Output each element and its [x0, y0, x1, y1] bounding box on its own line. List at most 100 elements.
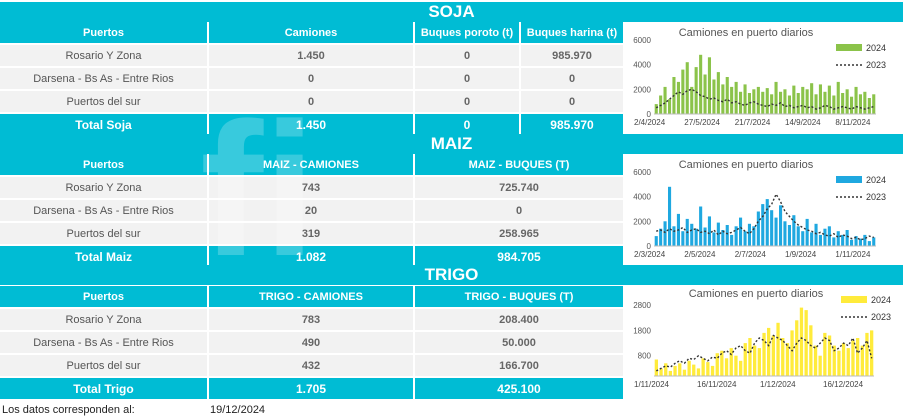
bar — [685, 62, 689, 114]
port-name: Darsena - Bs As - Entre Rios — [0, 331, 209, 355]
bar — [801, 86, 805, 114]
trigo-table: Puertos TRIGO - CAMIONES TRIGO - BUQUES … — [0, 286, 625, 401]
bar — [767, 327, 771, 376]
total-ships-bean: 0 — [414, 113, 521, 137]
bar — [845, 230, 849, 246]
bar — [654, 104, 658, 114]
bar — [872, 94, 876, 114]
bar — [865, 332, 869, 376]
bar — [747, 93, 751, 114]
trigo-header-puertos: Puertos — [0, 286, 209, 309]
footer-label: Los datos corresponden al: — [2, 404, 135, 416]
bar — [863, 91, 867, 114]
bar — [668, 370, 672, 376]
series-line-2023 — [655, 88, 874, 110]
soja-chart: Camiones en puerto diarios 0 2000 4000 6000 2… — [626, 22, 903, 134]
bar — [836, 81, 840, 114]
bar — [696, 368, 701, 376]
soja-header-row: Puertos Camiones Buques poroto (t) Buque… — [0, 22, 625, 45]
bar — [851, 340, 855, 376]
bar — [703, 227, 707, 246]
bar — [841, 234, 845, 246]
soja-total-row: Total Soja 1.450 0 985.970 — [0, 113, 625, 137]
trucks-value: 0 — [208, 67, 415, 91]
bar — [734, 355, 738, 376]
legend-label-2024: 2024 — [866, 43, 886, 53]
bar — [756, 86, 760, 114]
trucks-value: 319 — [208, 222, 415, 246]
legend-label-2024: 2024 — [866, 175, 886, 185]
legend-swatch-2024 — [841, 296, 867, 303]
bar — [765, 88, 769, 114]
bar — [776, 322, 780, 376]
bar — [858, 238, 862, 246]
maiz-header-buques: MAIZ - BUQUES (T) — [414, 154, 625, 177]
bar — [701, 358, 705, 376]
x-tick-label: 21/7/2024 — [735, 118, 771, 127]
x-tick-label: 16/12/2024 — [823, 380, 864, 389]
bar — [715, 353, 719, 376]
ships-bean-value: 0 — [414, 90, 521, 114]
bar — [801, 231, 805, 246]
y-tick-label: 2000 — [633, 217, 651, 226]
bar — [707, 216, 711, 246]
bar — [854, 86, 858, 114]
bar — [664, 363, 668, 376]
x-tick-label: 14/9/2024 — [785, 118, 821, 127]
soja-chart-svg: Camiones en puerto diarios 0 2000 4000 6000 2… — [633, 27, 886, 127]
bar — [707, 57, 711, 114]
bar — [747, 223, 751, 246]
soja-section-title: SOJA — [0, 2, 903, 22]
table-row: Puertos del sur 319 258.965 — [0, 222, 625, 246]
legend-label-2023: 2023 — [866, 192, 886, 202]
bar — [687, 360, 691, 376]
bar — [762, 332, 766, 376]
port-name: Puertos del sur — [0, 354, 209, 378]
y-tick-label: 0 — [647, 110, 652, 119]
bar — [710, 365, 715, 376]
port-name: Puertos del sur — [0, 90, 209, 114]
bar — [692, 364, 696, 376]
legend-label-2023: 2023 — [866, 60, 886, 70]
bar — [678, 363, 682, 376]
bar — [790, 330, 794, 376]
trigo-header-buques: TRIGO - BUQUES (T) — [414, 286, 625, 309]
maiz-header-puertos: Puertos — [0, 154, 209, 177]
maiz-chart-svg: Camiones en puerto diarios 0 2000 4000 6000 2… — [633, 159, 886, 259]
bar — [837, 350, 841, 376]
bar — [690, 86, 694, 114]
bar — [756, 211, 760, 246]
y-tick-label: 4000 — [633, 193, 651, 202]
bar — [814, 223, 818, 246]
bar — [792, 215, 796, 246]
trucks-value: 0 — [208, 90, 415, 114]
bar — [712, 232, 716, 246]
bar — [682, 369, 687, 376]
trigo-header-row: Puertos TRIGO - CAMIONES TRIGO - BUQUES … — [0, 286, 625, 309]
bar — [860, 345, 864, 376]
ships-value: 208.400 — [414, 308, 625, 332]
bar — [785, 343, 790, 376]
bar — [725, 225, 729, 246]
ships-meal-value: 0 — [520, 90, 625, 114]
y-tick-label: 1800 — [633, 326, 651, 335]
bar — [668, 99, 672, 114]
bar — [796, 93, 800, 114]
bar — [783, 89, 787, 114]
bar — [774, 81, 778, 114]
bar — [841, 93, 845, 114]
bar — [805, 218, 809, 246]
port-name: Darsena - Bs As - Entre Rios — [0, 199, 209, 223]
bar — [734, 81, 738, 114]
trigo-chart: Camiones en puerto diarios 800 1800 2800 1/1… — [626, 286, 903, 396]
bar — [672, 226, 676, 246]
table-row: Rosario Y Zona 1.450 0 985.970 — [0, 44, 625, 68]
bar — [809, 325, 813, 376]
bar — [832, 345, 836, 376]
bar — [721, 230, 725, 246]
y-tick-label: 800 — [638, 352, 652, 361]
soja-header-buques-harina: Buques harina (t) — [520, 22, 625, 45]
trigo-total-row: Total Trigo 1.705 425.100 — [0, 377, 625, 401]
bar — [841, 343, 846, 376]
ships-value: 166.700 — [414, 354, 625, 378]
